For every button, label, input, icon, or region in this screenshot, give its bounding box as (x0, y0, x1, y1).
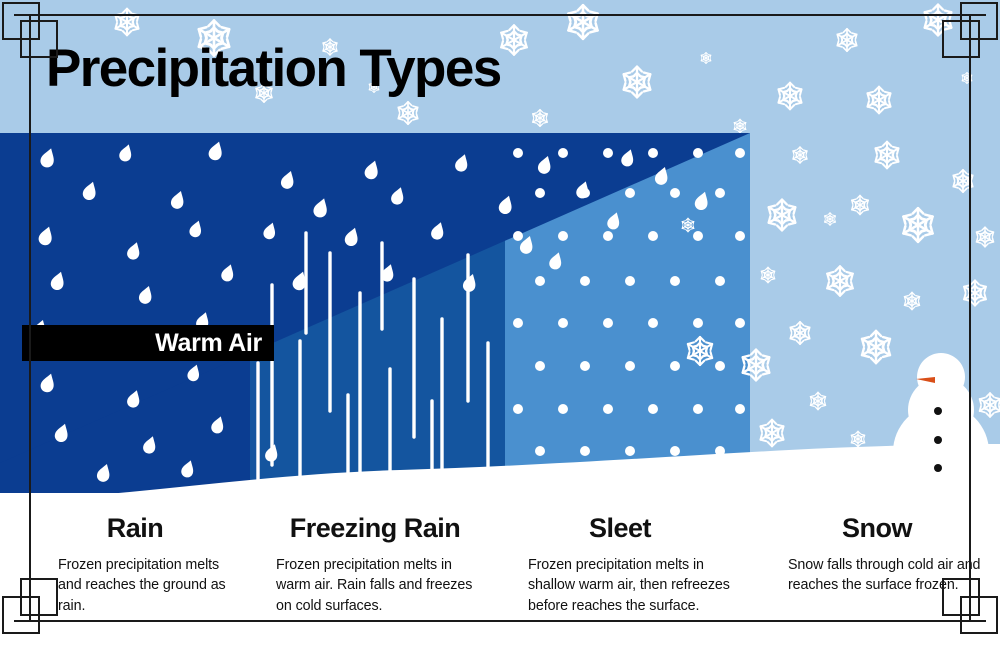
sleet-pellet-icon (513, 148, 745, 456)
caption-body-sleet: Frozen precipitation melts in shallow wa… (528, 557, 730, 614)
caption-title-freezing-rain: Freezing Rain (289, 513, 461, 543)
frame-line-right (969, 14, 971, 622)
caption-rain: Rain Frozen precipitation melts and reac… (0, 493, 250, 656)
frame-line-left (29, 14, 31, 622)
caption-body-rain: Frozen precipitation melts and reaches t… (58, 557, 226, 614)
page-title: Precipitation Types (46, 39, 502, 98)
sky-header-band (0, 0, 1000, 133)
snowman-button (934, 407, 942, 415)
caption-snow: Snow Snow falls through cold air and rea… (750, 493, 1000, 656)
caption-body-freezing-rain: Frozen precipitation melts in warm air. … (276, 557, 473, 614)
frame-line-top (14, 14, 986, 16)
sleet-pellet-field (513, 148, 745, 456)
caption-title-snow: Snow (842, 513, 913, 543)
snowman-button (934, 436, 942, 444)
snowman-figure (893, 353, 989, 500)
corner-square-top-right-inner (942, 20, 980, 58)
warm-air-label: Warm Air (22, 325, 274, 361)
snowman-button (934, 464, 942, 472)
caption-sleet: Sleet Frozen precipitation melts in shal… (500, 493, 750, 656)
caption-area: Rain Frozen precipitation melts and reac… (0, 493, 1000, 656)
corner-square-bottom-right-inner (942, 578, 980, 616)
caption-title-sleet: Sleet (588, 513, 652, 543)
caption-freezing-rain: Freezing Rain Frozen precipitation melts… (250, 493, 500, 656)
snowman-icon (893, 353, 989, 500)
caption-body-snow: Snow falls through cold air and reaches … (788, 557, 981, 594)
corner-square-top-left-inner (20, 20, 58, 58)
carrot-nose-icon (916, 377, 935, 383)
corner-square-bottom-left-inner (20, 578, 58, 616)
caption-title-rain: Rain (106, 513, 164, 543)
frame-line-bottom (14, 620, 986, 622)
